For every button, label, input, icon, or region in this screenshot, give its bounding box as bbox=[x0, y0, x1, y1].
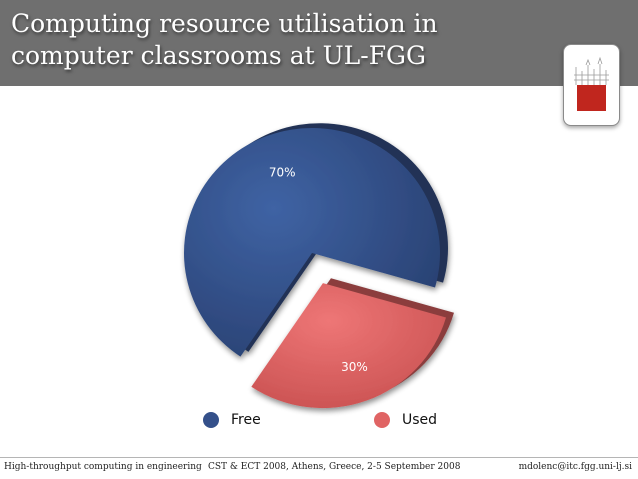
chart-legend: Free Used bbox=[0, 408, 638, 432]
pie-slice-used bbox=[251, 283, 446, 409]
pie-slice-free bbox=[184, 128, 440, 357]
legend-swatch-used bbox=[374, 412, 390, 428]
legend-label-free: Free bbox=[231, 412, 261, 428]
logo-red-block bbox=[577, 85, 606, 111]
footer-course-title: High-throughput computing in engineering bbox=[4, 462, 202, 472]
legend-item-used: Used bbox=[374, 408, 437, 432]
slide-title: Computing resource utilisation in comput… bbox=[11, 9, 438, 70]
university-logo bbox=[563, 44, 620, 126]
footer-conference: CST & ECT 2008, Athens, Greece, 2-5 Sept… bbox=[208, 462, 461, 472]
legend-label-used: Used bbox=[402, 412, 438, 428]
pie-label-used: 30% bbox=[341, 360, 368, 374]
pie-label-free: 70% bbox=[269, 166, 296, 180]
legend-item-free: Free bbox=[203, 408, 261, 432]
building-icon bbox=[574, 56, 609, 111]
header-bar bbox=[0, 0, 638, 86]
slide-footer: High-throughput computing in engineering… bbox=[0, 457, 638, 479]
legend-swatch-free bbox=[203, 412, 219, 428]
footer-email: mdolenc@itc.fgg.uni-lj.si bbox=[518, 462, 632, 472]
